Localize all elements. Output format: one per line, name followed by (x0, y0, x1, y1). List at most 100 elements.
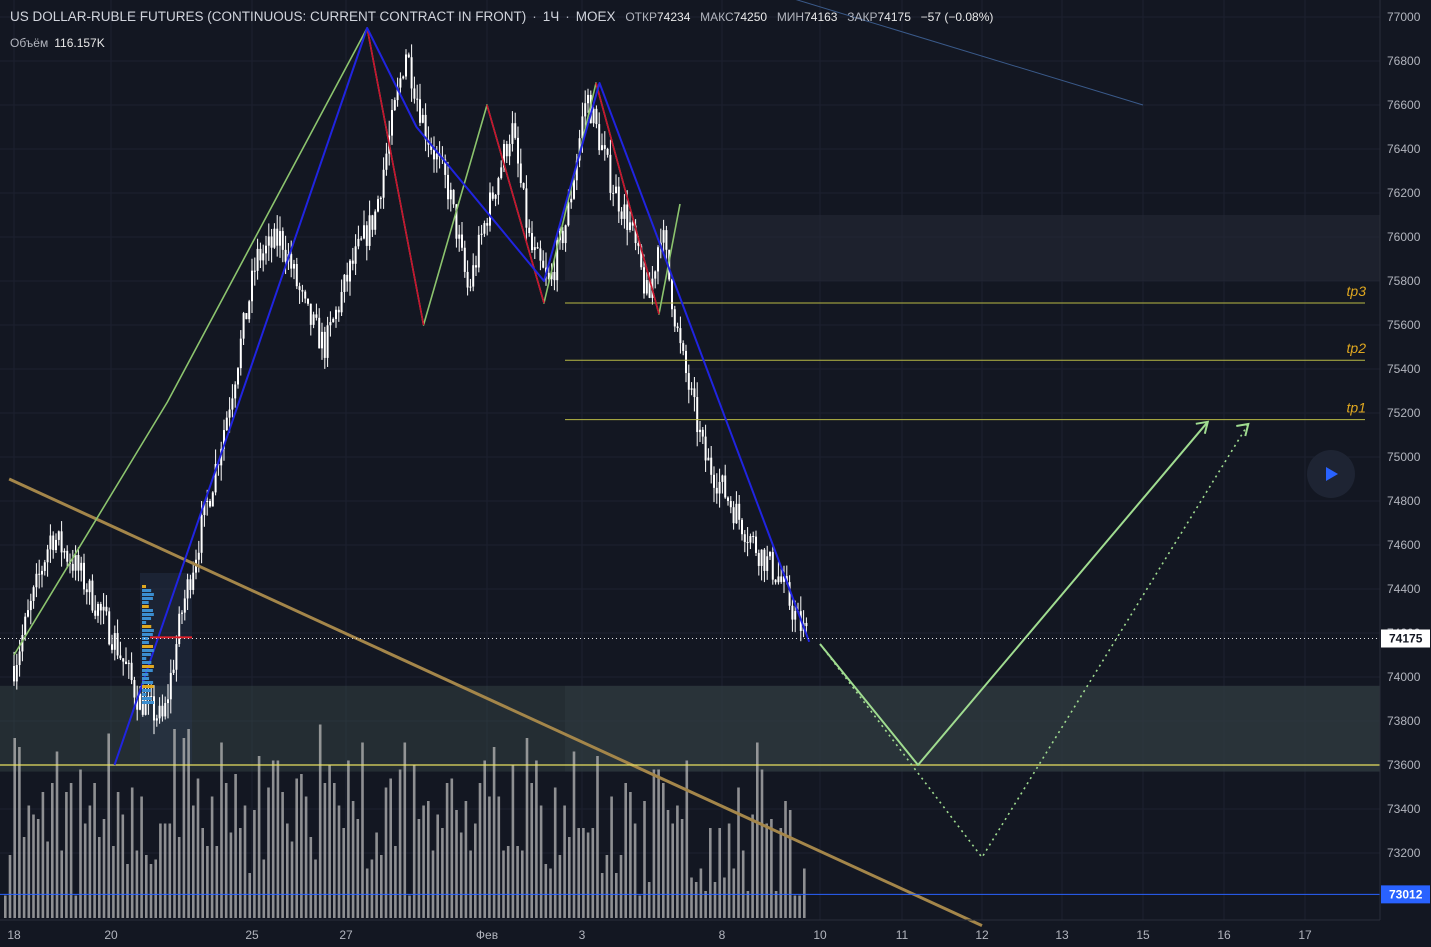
low-value: 74163 (804, 10, 838, 24)
candle-body (321, 331, 323, 349)
candle-body (665, 230, 668, 250)
candle-body (279, 231, 281, 246)
candle-body (718, 481, 721, 494)
volume-profile-bar (142, 613, 154, 616)
time-tick-label: 27 (339, 928, 353, 942)
candle-body (122, 658, 125, 662)
candle-body (178, 613, 181, 645)
volume-bar (412, 765, 416, 918)
candle-body (99, 603, 102, 611)
candle-body (407, 54, 410, 58)
candle-body (133, 680, 136, 698)
candle-body (542, 260, 545, 268)
candle-body (127, 662, 130, 664)
volume-bar (464, 801, 468, 918)
volume-bar (262, 859, 266, 918)
volume-bar (389, 778, 392, 918)
volume-bar (572, 751, 576, 918)
candle-body (197, 552, 200, 560)
candle-body (575, 160, 578, 181)
candle-body (259, 248, 262, 261)
candle-body (553, 272, 556, 281)
volume-bar (497, 796, 501, 918)
volume-profile-bar (142, 601, 149, 604)
volume-bar (83, 823, 87, 918)
candle-body (211, 492, 214, 507)
candle-body (519, 163, 522, 184)
volume-bar (286, 823, 289, 918)
candle-body (430, 144, 433, 150)
candle-body (679, 328, 682, 344)
candle-body (231, 398, 234, 410)
volume-bar (145, 855, 148, 918)
descending-trendline (8, 477, 983, 927)
candle-body (265, 245, 267, 254)
volume-bar (492, 747, 496, 918)
volume-bar (713, 882, 717, 918)
volume-profile-bar (142, 701, 154, 704)
candle-body (158, 705, 161, 719)
candle-body (517, 137, 519, 164)
candle-body (167, 699, 169, 704)
volume-profile-bar (142, 629, 154, 632)
candle-body (169, 672, 172, 700)
volume-bar (177, 837, 181, 918)
replay-button[interactable] (1307, 450, 1355, 498)
candle-body (172, 669, 175, 673)
candle-body (155, 718, 158, 721)
volume-bar (671, 823, 674, 918)
red-wave-1 (366, 27, 425, 326)
candle-body (634, 225, 637, 244)
volume-bar (159, 823, 162, 918)
candle-body (237, 368, 239, 385)
volume-bar (149, 864, 153, 918)
candle-body (312, 314, 315, 325)
candle-body (643, 267, 645, 294)
volume-bar (478, 783, 482, 918)
candle-body (760, 549, 763, 566)
volume-bar (803, 868, 806, 918)
volume-bar (384, 787, 388, 918)
blue-wave-path (113, 27, 811, 766)
volume-bar (187, 729, 190, 918)
candle-body (741, 519, 743, 535)
volume-bar (525, 738, 529, 918)
open-value: 74234 (657, 10, 691, 24)
candle-body (183, 598, 186, 613)
candle-body (690, 388, 693, 390)
volume-bar (130, 787, 134, 918)
volume-bar (422, 805, 425, 918)
candle-body (301, 290, 304, 292)
volume-bar (135, 850, 139, 918)
candle-body (332, 318, 335, 323)
time-tick-label: 18 (7, 928, 21, 942)
candle-body (225, 417, 228, 431)
candle-body (458, 234, 461, 239)
candle-body (469, 286, 472, 288)
price-axis-bg (1380, 0, 1431, 947)
candle-body (85, 589, 88, 593)
symbol-title[interactable]: US DOLLAR-RUBLE FUTURES (CONTINUOUS: CUR… (10, 9, 527, 24)
candle-body (704, 436, 707, 461)
candle-body (248, 301, 251, 320)
candle-body (15, 665, 18, 682)
price-tick-label: 74400 (1387, 582, 1421, 596)
play-icon (1326, 467, 1338, 481)
volume-bar (680, 819, 684, 918)
volume-bar (398, 769, 402, 918)
volume-bar (553, 787, 557, 918)
volume-bar (234, 774, 237, 918)
last-price-badge-bg (1381, 629, 1430, 648)
candle-body (55, 539, 57, 551)
candle-body (365, 225, 368, 246)
volume-bar (318, 724, 322, 918)
candle-body (150, 695, 153, 697)
price-tick-label: 74600 (1387, 538, 1421, 552)
time-tick-label: 8 (719, 928, 726, 942)
interval-label[interactable]: 1Ч (542, 9, 560, 24)
volume-bar (18, 747, 21, 918)
candle-body (223, 430, 225, 449)
candle-body (525, 188, 528, 228)
